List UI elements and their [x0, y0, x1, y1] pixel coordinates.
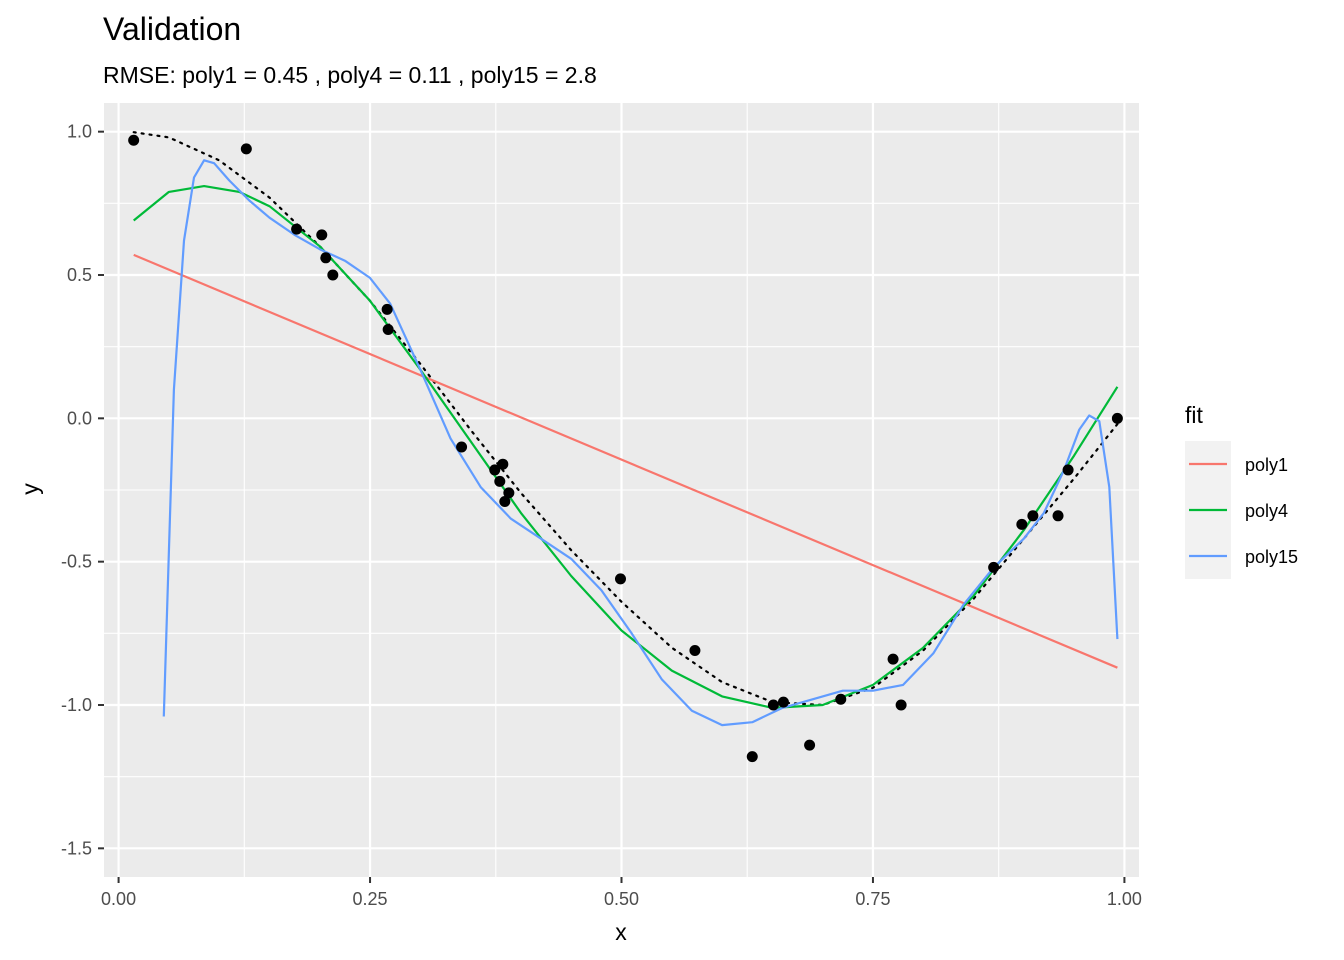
data-point — [1062, 464, 1074, 476]
points-layer — [128, 134, 1123, 763]
series-layer — [133, 159, 1119, 727]
data-point — [767, 699, 779, 711]
chart-title: Validation — [103, 11, 241, 47]
data-point — [327, 269, 339, 281]
legend-label-poly1: poly1 — [1245, 455, 1288, 475]
x-tick-label: 1.00 — [1107, 889, 1142, 909]
legend: fit poly1 poly4 poly15 — [1185, 402, 1298, 579]
x-tick-label: 0.75 — [855, 889, 890, 909]
y-tick-label: 0.5 — [67, 265, 92, 285]
data-point — [1052, 510, 1064, 522]
series-line-poly1 — [133, 253, 1118, 669]
data-point — [1016, 518, 1028, 530]
legend-title: fit — [1185, 402, 1204, 428]
data-point — [497, 458, 509, 470]
series-line-poly15 — [162, 159, 1119, 727]
data-point — [689, 645, 701, 657]
y-tick-label: 0.0 — [67, 408, 92, 428]
data-point — [499, 495, 511, 507]
x-tick-label: 0.25 — [353, 889, 388, 909]
grid-major — [104, 103, 1139, 877]
data-point — [291, 223, 303, 235]
data-point — [746, 751, 758, 763]
y-axis: 1.0 0.5 0.0 -0.5 -1.0 -1.5 — [61, 122, 104, 858]
x-axis-title: x — [615, 919, 627, 945]
y-tick-label: 1.0 — [67, 122, 92, 142]
data-point — [887, 653, 899, 665]
data-point — [614, 573, 626, 585]
data-point — [503, 487, 515, 499]
y-tick-label: -1.5 — [61, 838, 92, 858]
data-point — [320, 252, 332, 264]
data-point — [240, 143, 252, 155]
y-tick-label: -0.5 — [61, 552, 92, 572]
legend-label-poly4: poly4 — [1245, 501, 1288, 521]
data-point — [988, 561, 1000, 573]
series-line-poly4 — [133, 185, 1119, 710]
x-tick-label: 0.50 — [604, 889, 639, 909]
data-point — [804, 739, 816, 751]
data-point — [1027, 510, 1039, 522]
legend-label-poly15: poly15 — [1245, 547, 1298, 567]
data-point — [381, 303, 393, 315]
data-point — [777, 696, 789, 708]
data-point — [456, 441, 468, 453]
chart-subtitle: RMSE: poly1 = 0.45 , poly4 = 0.11 , poly… — [103, 62, 597, 88]
x-tick-label: 0.00 — [101, 889, 136, 909]
data-point — [494, 475, 506, 487]
data-point — [895, 699, 907, 711]
data-point — [489, 464, 501, 476]
y-tick-label: -1.0 — [61, 695, 92, 715]
data-point — [835, 693, 847, 705]
data-point — [316, 229, 328, 241]
x-axis: 0.00 0.25 0.50 0.75 1.00 — [101, 877, 1142, 909]
y-axis-title: y — [17, 483, 43, 495]
data-point — [1111, 412, 1123, 424]
data-point — [128, 134, 140, 146]
data-point — [382, 323, 394, 335]
